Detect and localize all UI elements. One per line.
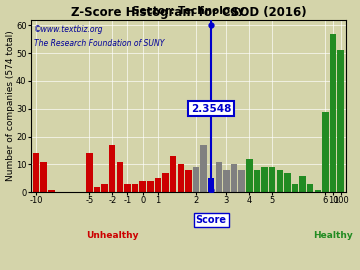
Bar	[201, 145, 207, 192]
Bar	[147, 181, 153, 192]
Bar	[292, 184, 298, 192]
Bar	[94, 187, 100, 192]
Bar	[139, 181, 146, 192]
Bar	[284, 173, 291, 192]
Bar	[109, 145, 116, 192]
Bar	[307, 184, 314, 192]
Bar	[276, 170, 283, 192]
Bar	[170, 156, 176, 192]
Bar	[238, 170, 245, 192]
Text: Unhealthy: Unhealthy	[86, 231, 139, 240]
Bar	[223, 170, 230, 192]
Bar	[132, 184, 138, 192]
Bar	[48, 190, 54, 192]
Text: ©www.textbiz.org: ©www.textbiz.org	[34, 25, 103, 34]
Bar	[330, 34, 336, 192]
Bar	[337, 50, 344, 192]
Bar	[33, 153, 39, 192]
Bar	[185, 170, 192, 192]
Bar	[208, 178, 215, 192]
Bar	[216, 162, 222, 192]
Text: Score: Score	[196, 215, 227, 225]
Bar	[102, 184, 108, 192]
Bar	[322, 112, 329, 192]
Bar	[117, 162, 123, 192]
Y-axis label: Number of companies (574 total): Number of companies (574 total)	[5, 31, 14, 181]
Bar	[315, 190, 321, 192]
Bar	[246, 159, 253, 192]
Bar	[162, 173, 169, 192]
Bar	[86, 153, 93, 192]
Bar	[155, 178, 161, 192]
Bar	[193, 167, 199, 192]
Text: 2.3548: 2.3548	[191, 104, 231, 114]
Bar	[269, 167, 275, 192]
Text: The Research Foundation of SUNY: The Research Foundation of SUNY	[34, 39, 164, 48]
Text: Sector: Technology: Sector: Technology	[132, 6, 244, 16]
Title: Z-Score Histogram for CSOD (2016): Z-Score Histogram for CSOD (2016)	[71, 6, 306, 19]
Bar	[177, 164, 184, 192]
Bar	[261, 167, 268, 192]
Bar	[300, 176, 306, 192]
Text: Healthy: Healthy	[313, 231, 353, 240]
Bar	[254, 170, 260, 192]
Bar	[124, 184, 131, 192]
Bar	[231, 164, 237, 192]
Bar	[40, 162, 47, 192]
